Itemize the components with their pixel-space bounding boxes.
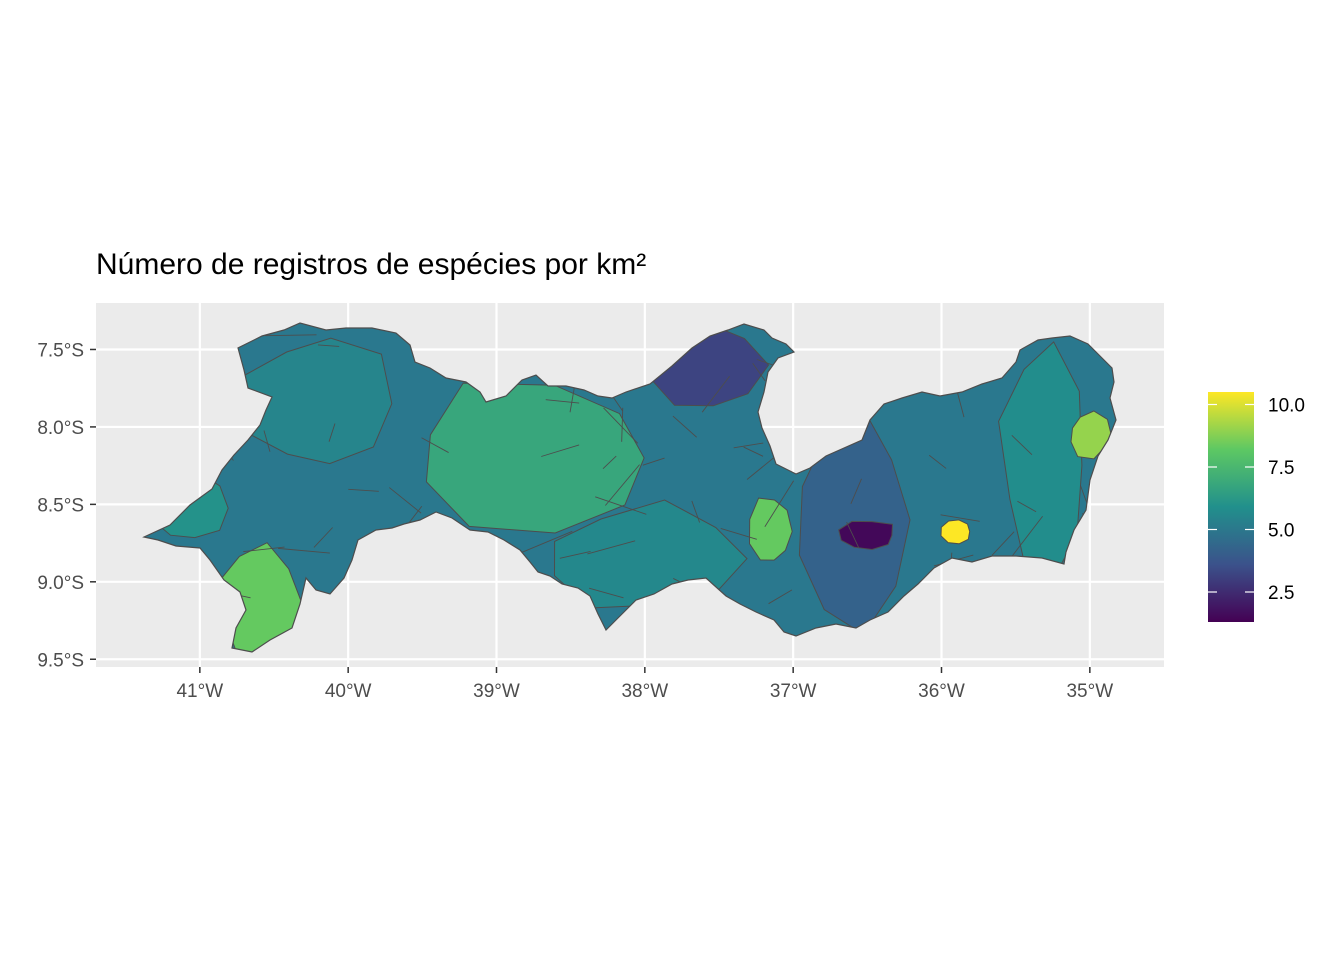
municipality-border: [263, 430, 271, 452]
municipality-border: [313, 527, 333, 548]
municipality-border: [846, 521, 860, 549]
municipality-border: [928, 454, 947, 469]
municipality-border: [720, 528, 757, 540]
municipality-border: [621, 407, 624, 442]
municipality-border: [602, 455, 617, 470]
municipality-border: [1080, 485, 1088, 504]
municipality-border: [277, 547, 330, 554]
municipality-border: [768, 589, 793, 605]
municipality-border: [243, 546, 285, 553]
legend-tick-label: 2.5: [1268, 583, 1294, 604]
municipality-border: [991, 531, 1015, 556]
x-tick-label: 37°W: [770, 681, 817, 702]
municipality-border: [603, 407, 639, 444]
municipality-zone: [940, 519, 971, 545]
municipality-border: [264, 334, 317, 337]
municipality-border: [559, 550, 591, 559]
municipality-zones: [150, 323, 1112, 652]
municipality-border: [743, 446, 764, 457]
color-legend: 10.0 7.5 5.0 2.5: [1208, 392, 1305, 622]
legend-tick-label: 5.0: [1268, 521, 1294, 542]
municipality-border: [520, 530, 573, 554]
municipality-border: [389, 487, 422, 514]
state-map: [144, 323, 1116, 652]
municipality-border: [589, 587, 624, 599]
y-tick-label: 8.5°S: [37, 495, 84, 516]
municipality-border: [691, 500, 701, 523]
y-tick-label: 8.0°S: [37, 418, 84, 439]
x-tick-label: 35°W: [1066, 681, 1113, 702]
x-tick-label: 38°W: [621, 681, 668, 702]
municipality-border: [940, 514, 980, 522]
municipality-border: [545, 399, 580, 404]
axes: 41°W 40°W 39°W 38°W 37°W 36°W 35°W 7.5°S 8.0°S 8.…: [37, 340, 1113, 702]
x-tick-label: 36°W: [918, 681, 965, 702]
municipality-border: [1017, 500, 1037, 513]
chart-title: Número de registros de espécies por km²: [96, 248, 647, 281]
municipality-zone: [838, 520, 894, 551]
state-outline: [142, 322, 1117, 653]
municipality-border: [541, 444, 580, 457]
x-tick-label: 41°W: [176, 681, 223, 702]
municipality-border: [672, 415, 697, 438]
municipality-border: [407, 505, 423, 525]
municipality-border: [764, 480, 794, 528]
x-tick-label: 40°W: [325, 681, 372, 702]
legend-tick-label: 7.5: [1268, 458, 1294, 479]
municipality-border: [317, 344, 340, 347]
municipality-border: [1011, 435, 1033, 456]
municipality-border: [701, 375, 730, 413]
municipality-zone: [425, 382, 645, 534]
legend-ticks: 10.0 7.5 5.0 2.5: [1208, 396, 1305, 604]
y-tick-label: 9.0°S: [37, 573, 84, 594]
municipality-border: [642, 457, 665, 466]
municipality-border: [752, 362, 766, 382]
y-tick-label: 7.5°S: [37, 340, 84, 361]
legend-tick-label: 10.0: [1268, 396, 1305, 417]
x-tick-label: 39°W: [473, 681, 520, 702]
municipality-border: [605, 464, 640, 506]
y-tick-label: 9.5°S: [37, 650, 84, 671]
municipality-border: [348, 488, 379, 492]
municipality-border: [328, 423, 336, 442]
municipality-border: [850, 478, 862, 505]
legend-colorbar: [1208, 392, 1254, 622]
municipality-border: [595, 496, 647, 515]
municipality-border: [733, 442, 764, 449]
municipality-border: [587, 540, 636, 555]
municipality-border: [1012, 515, 1043, 556]
municipality-border: [421, 437, 449, 453]
municipality-zone: [748, 497, 793, 561]
